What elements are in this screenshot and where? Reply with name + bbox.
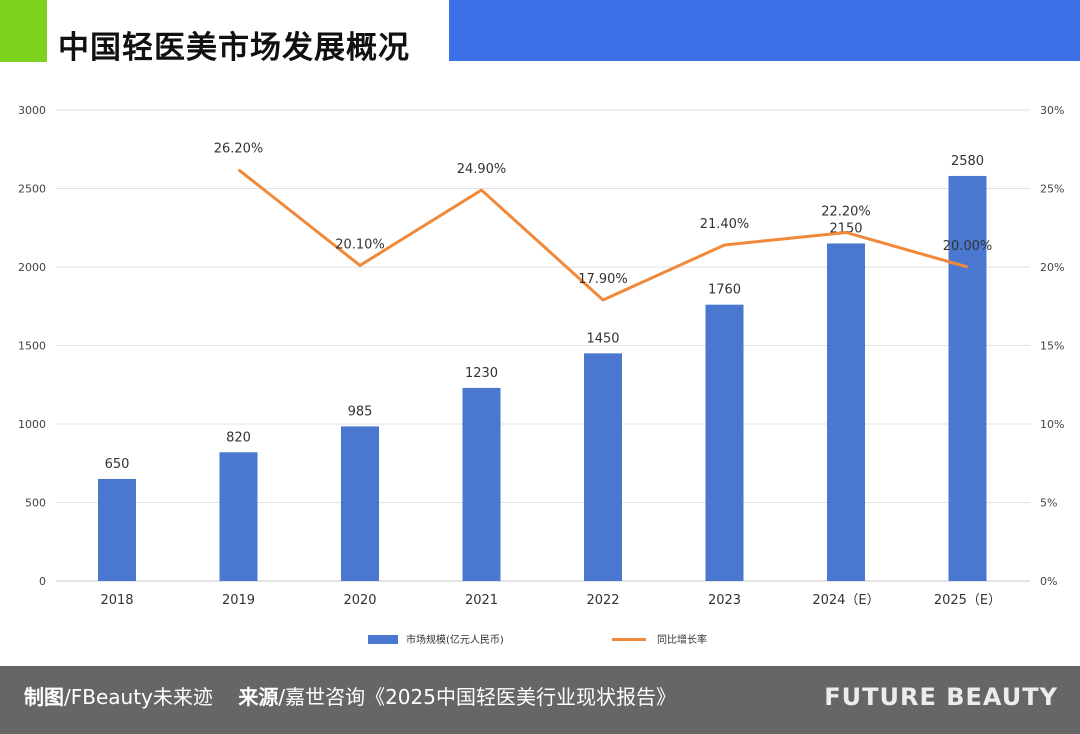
left-tick-label: 500 <box>25 497 46 510</box>
bar <box>462 387 501 581</box>
bar <box>219 452 258 581</box>
bar-line-chart: 0 500 1000 1500 2000 2500 3000 0% 5% 10% 15% 20% 25… <box>18 104 1064 646</box>
line-value-label: 26.20% <box>214 142 264 157</box>
bar-value-label: 650 <box>105 457 130 472</box>
x-tick-label: 2025（E） <box>934 593 1001 608</box>
line-series <box>237 168 968 302</box>
left-tick-label: 0 <box>39 575 46 588</box>
left-axis-ticks: 0 500 1000 1500 2000 2500 3000 <box>18 104 46 588</box>
header-accent-green <box>0 0 47 62</box>
x-tick-label: 2024（E） <box>812 593 879 608</box>
x-tick-label: 2018 <box>100 593 133 608</box>
gridlines <box>56 109 1030 582</box>
bar <box>584 353 622 581</box>
x-axis-ticks: 2018 2019 2020 2021 2022 2023 2024（E） 2025（E） <box>100 593 1001 608</box>
legend-label-bar: 市场规模(亿元人民币) <box>406 633 504 646</box>
bar <box>948 175 987 581</box>
right-tick-label: 30% <box>1040 104 1064 117</box>
bar <box>341 426 379 581</box>
line-value-label: 21.40% <box>700 217 750 232</box>
right-tick-label: 5% <box>1040 497 1057 510</box>
right-tick-label: 20% <box>1040 261 1064 274</box>
bar <box>98 478 136 581</box>
credit-value: /FBeauty未来迹 <box>64 685 213 709</box>
bar-value-label: 1760 <box>708 283 741 298</box>
line-value-label: 20.10% <box>335 237 385 252</box>
x-tick-label: 2022 <box>586 593 619 608</box>
header: 中国轻医美市场发展概况 <box>0 0 1080 66</box>
left-tick-label: 3000 <box>18 104 46 117</box>
x-tick-label: 2019 <box>222 593 255 608</box>
bar-value-label: 985 <box>348 404 373 419</box>
right-tick-label: 10% <box>1040 418 1064 431</box>
line-value-label: 22.20% <box>821 204 871 219</box>
source-value: /嘉世咨询《2025中国轻医美行业现状报告》 <box>278 685 676 709</box>
growth-rate-line <box>237 168 968 302</box>
bar-value-label: 820 <box>226 430 251 445</box>
line-value-label: 24.90% <box>457 162 507 177</box>
footer: 制图/FBeauty未来迹 来源/嘉世咨询《2025中国轻医美行业现状报告》 F… <box>0 666 1080 734</box>
bar-value-label: 2580 <box>951 154 984 169</box>
line-value-label: 20.00% <box>943 239 993 254</box>
x-tick-label: 2021 <box>465 593 498 608</box>
right-tick-label: 15% <box>1040 340 1064 353</box>
footer-brand: FUTURE BEAUTY <box>824 683 1058 711</box>
bar <box>827 243 865 581</box>
page-title: 中国轻医美市场发展概况 <box>58 30 410 66</box>
source-label: 来源 <box>238 685 279 709</box>
left-tick-label: 2500 <box>18 183 46 196</box>
left-tick-label: 1500 <box>18 340 46 353</box>
x-tick-label: 2023 <box>708 593 741 608</box>
right-axis-ticks: 0% 5% 10% 15% 20% 25% 30% <box>1040 104 1064 588</box>
footer-credits: 制图/FBeauty未来迹 来源/嘉世咨询《2025中国轻医美行业现状报告》 <box>24 666 676 734</box>
line-data-labels: 26.20% 20.10% 24.90% 17.90% 21.40% 22.20% 20.0… <box>214 142 993 287</box>
left-tick-label: 2000 <box>18 261 46 274</box>
left-tick-label: 1000 <box>18 418 46 431</box>
bar-series <box>98 175 987 581</box>
bar <box>705 304 744 581</box>
line-value-label: 17.90% <box>578 272 628 287</box>
legend-swatch-bar <box>368 635 398 644</box>
legend-label-line: 同比增长率 <box>657 633 707 646</box>
header-accent-blue <box>449 0 1080 61</box>
legend: 市场规模(亿元人民币) 同比增长率 <box>368 633 707 646</box>
bar-value-label: 1450 <box>586 331 619 346</box>
bar-value-label: 1230 <box>465 366 498 381</box>
right-tick-label: 25% <box>1040 183 1064 196</box>
x-tick-label: 2020 <box>343 593 376 608</box>
right-tick-label: 0% <box>1040 575 1057 588</box>
credit-label: 制图 <box>24 685 64 709</box>
